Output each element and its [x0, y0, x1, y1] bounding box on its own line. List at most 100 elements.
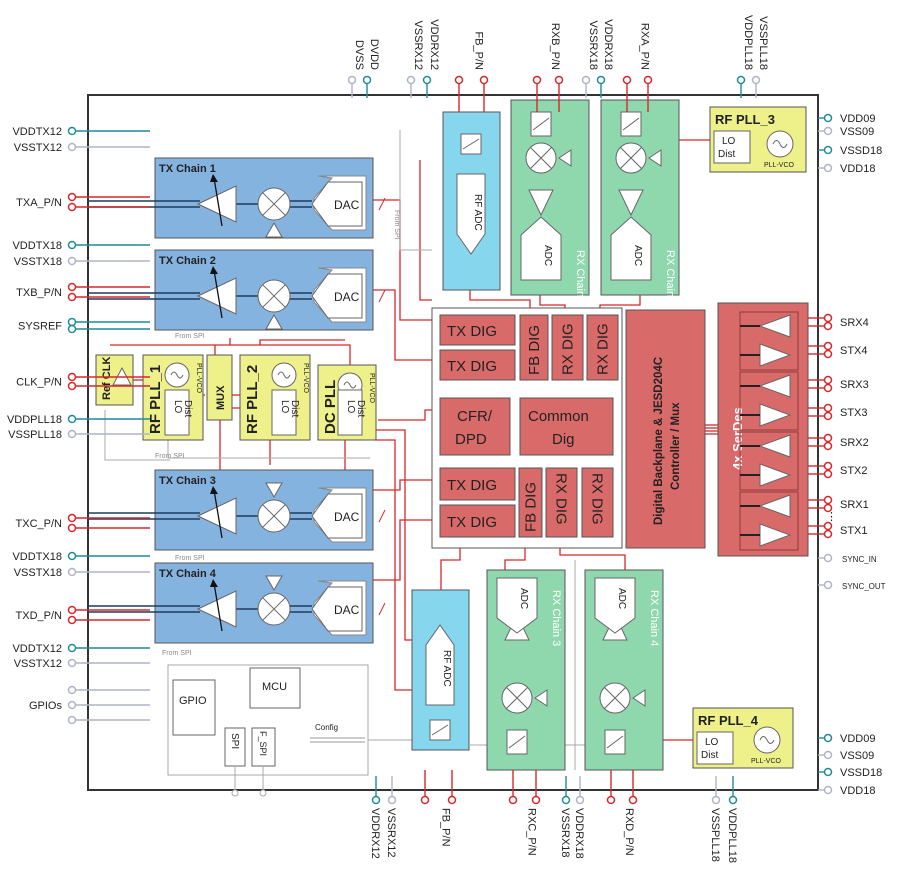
pin-top-dvss: DVSS — [347, 40, 365, 98]
pin-label: VSS09 — [840, 750, 874, 762]
pin-pad-icon — [628, 795, 638, 805]
pin-label: SRX2 — [840, 437, 869, 449]
pin-pad-icon — [823, 126, 833, 136]
ref-clk: Ref CLK — [95, 354, 134, 406]
vco-label: PLL-VCO — [302, 363, 309, 394]
rx-chain-1: RX Chain 1 ADC — [510, 99, 590, 306]
rx-chain-title: RX Chain 3 — [550, 590, 562, 646]
mixer-cross — [530, 147, 552, 169]
tx-dig-label: TX DIG — [447, 358, 497, 375]
pin-label: VDDTX18 — [12, 240, 62, 252]
from-spi-label: From SPI — [393, 210, 400, 240]
common-label: Common — [528, 408, 589, 425]
tx-dig-2 — [439, 349, 516, 381]
mcu-subsystem: GPIO MCU SPI F_SPI Config — [167, 664, 369, 797]
pin-label: VSSRX12 — [385, 808, 397, 858]
dig-label: Dig — [552, 431, 575, 448]
tx-chain-title: TX Chain 3 — [159, 475, 216, 487]
pin-pad-icon — [596, 75, 606, 85]
rf-adc-label: RF ADC — [441, 650, 452, 687]
pll-title: RF PLL_4 — [698, 713, 759, 728]
pin-right-vss09: VSS09 — [818, 126, 874, 138]
pin-bottom-vddrx18: VDDRX18 — [573, 776, 585, 859]
mixer-cross — [262, 504, 286, 528]
pin-pad-icon — [823, 580, 833, 590]
pin-pad-icon — [67, 142, 77, 152]
pin-right-stx4: STX4 — [808, 341, 868, 359]
dist-label: Dist — [182, 400, 193, 417]
rx-buffer-icon — [758, 494, 791, 518]
cfr-dpd — [439, 397, 511, 456]
sine-glyph — [759, 736, 775, 744]
tx-chain-title: TX Chain 2 — [159, 255, 216, 267]
pin-pad-icon — [387, 795, 397, 805]
pin-label: VSSTX12 — [14, 658, 62, 670]
lo-buffer-icon — [265, 482, 283, 499]
pin-label: VDDRX12 — [428, 19, 440, 70]
pin-right-srx2: SRX2 — [808, 433, 869, 451]
mixer-cross — [262, 597, 286, 621]
sine-glyph — [772, 140, 788, 148]
tx-chain-1: TX Chain 1 DAC — [88, 157, 386, 239]
mux-box — [206, 354, 233, 421]
pin-right-srx4: SRX4 — [808, 313, 869, 331]
pin-pad-icon — [823, 529, 833, 539]
pin-label: VSSTX18 — [14, 567, 62, 579]
pin-top-vsspll18: VSSPLL18 — [751, 16, 769, 98]
pll-title: RF PLL_1 — [147, 365, 164, 434]
pin-pad-icon — [823, 145, 833, 155]
dist-label: Dist — [718, 149, 735, 160]
rf-pll-2: RF PLL_2 PLL-VCO LO Dist — [239, 354, 311, 441]
pin-right-vdd09: VDD09 — [818, 733, 875, 745]
pin-top-vddrx18: VDDRX18 — [596, 19, 614, 98]
pin-left-txd-p-n: TXD_P/N — [16, 605, 150, 625]
pin-pad-icon — [823, 375, 833, 385]
pin-label: SRX4 — [840, 317, 869, 329]
rf-pll-1: RF PLL_1 PLL-VCO LO Dist — [142, 354, 204, 441]
pins: VDDTX12 VSSTX12 TXA_P/N VDDTX18 VSSTX18 TXB_P… — [7, 15, 886, 863]
variable-gain-arrow-icon — [213, 269, 223, 319]
adc-icon — [610, 216, 652, 281]
signal-wire — [259, 339, 345, 345]
pin-label: VSSD18 — [840, 767, 882, 779]
fb-dig-2-label: FB DIG — [523, 482, 540, 532]
tx-dig-4 — [439, 504, 516, 538]
pin-pad-icon — [67, 513, 77, 523]
filter-glyph — [532, 117, 550, 131]
signal-wire — [373, 289, 440, 361]
pin-pad-icon — [823, 521, 833, 531]
f-spi-label: F_SPI — [258, 731, 268, 756]
dac-label: DAC — [334, 603, 360, 617]
pin-pad-icon — [823, 785, 833, 795]
fb-dig-2 — [518, 467, 543, 538]
filter-glyph — [606, 735, 624, 749]
sine-glyph — [343, 381, 357, 389]
bus-slash-icon — [378, 289, 386, 303]
from-spi-label: From SPI — [175, 333, 205, 340]
pin-left-gpios: GPIOs — [29, 685, 150, 725]
adc-label: ADC — [518, 588, 529, 609]
dist-label: Dist — [289, 400, 300, 417]
pin-bottom-vssrx12: VSSRX12 — [385, 776, 397, 858]
pin-left-vddpll18: VDDPLL18 — [7, 414, 150, 426]
pin-left-vddtx12: VDDTX12 — [12, 126, 150, 138]
pin-pad-icon — [422, 75, 432, 85]
pin-label: VDDPLL18 — [742, 15, 754, 70]
pin-pad-icon — [823, 321, 833, 331]
pin-pad-icon — [581, 75, 591, 85]
serdes-lane — [739, 431, 799, 491]
pin-pad-icon — [823, 495, 833, 505]
lo-buffer-icon — [265, 575, 283, 592]
pin-left-clk-p-n: CLK_P/N — [16, 372, 150, 391]
pin-pad-icon — [67, 240, 77, 250]
pin-pad-icon — [823, 733, 833, 743]
adc-label: ADC — [542, 245, 553, 266]
pin-pad-icon — [823, 411, 833, 421]
gpio-label: GPIO — [179, 695, 207, 707]
pin-pad-icon — [561, 795, 571, 805]
pin-label: VDDTX12 — [12, 643, 62, 655]
dac-icon — [311, 273, 363, 319]
lo-buffer-icon — [265, 313, 283, 330]
pin-pad-icon — [362, 75, 372, 85]
dc-pll: DC PLL PLL-VCO LO Dist — [317, 364, 377, 441]
